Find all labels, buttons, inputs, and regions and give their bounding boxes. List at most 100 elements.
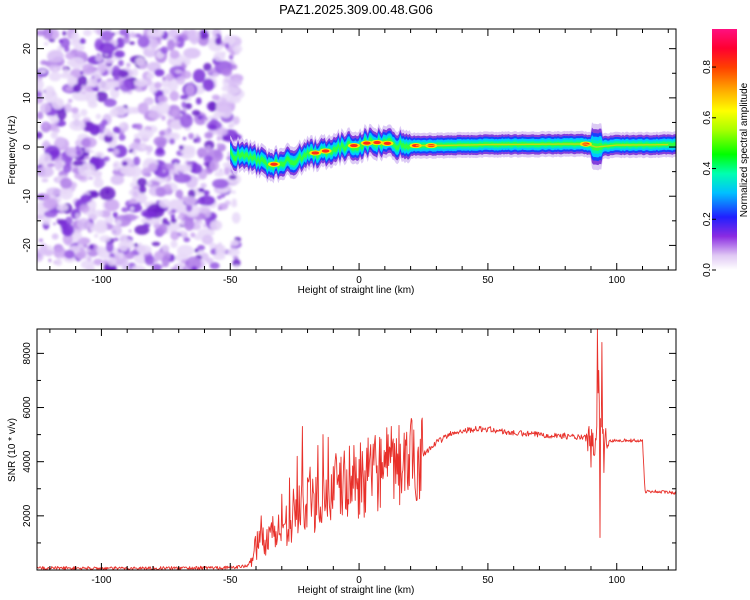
noise-speckle [215,244,227,257]
noise-speckle [170,213,176,220]
signal-core-line [415,143,669,148]
noise-speckle [59,256,62,259]
noise-speckle [173,173,192,183]
noise-speckle [231,201,238,208]
noise-speckle [148,97,152,101]
noise-speckle [93,258,104,266]
noise-speckle [169,90,180,102]
noise-speckle [75,212,80,220]
noise-speckle [146,145,153,153]
noise-speckle [167,78,179,92]
noise-speckle [133,78,148,87]
noise-speckle [147,162,158,172]
noise-speckle [144,255,155,266]
spectrogram-x-ticks: -100 -50 0 50 100 [49,29,669,286]
noise-speckle [38,238,44,242]
noise-speckle [211,94,220,101]
noise-speckle [187,29,197,42]
noise-speckle [147,180,153,186]
spectrogram-y-tick-label: 10 [22,92,33,104]
colorbar-gradient [712,29,737,270]
noise-speckle [42,193,51,201]
snr-plot-area [37,329,676,570]
noise-speckle [115,30,120,36]
noise-speckle [161,115,166,121]
noise-speckle [63,68,70,76]
snr-y-label: SNR (10 * v/v) [7,418,18,482]
noise-speckle [89,78,98,88]
noise-speckle [43,210,58,218]
noise-speckle [228,174,237,180]
noise-speckle [71,107,79,114]
noise-speckle [229,122,235,128]
noise-speckle [64,46,70,53]
noise-speckle [80,194,92,203]
noise-speckle [59,187,73,200]
noise-speckle [64,103,72,113]
noise-speckle [181,70,192,79]
spectrogram-y-tick-label: 0 [22,144,33,150]
noise-speckle [62,30,67,36]
noise-speckle [201,234,214,245]
spectrogram-y-label: Frequency (Hz) [7,116,18,185]
noise-speckle [65,86,73,92]
noise-speckle [43,140,50,148]
noise-speckle [118,123,125,128]
noise-speckle [113,163,117,167]
noise-speckle [154,68,165,77]
noise-speckle [39,153,52,165]
noise-speckle [132,149,137,156]
noise-speckle [38,69,47,74]
snr-x-tick-label: -100 [91,575,111,586]
noise-speckle [150,38,159,49]
noise-speckle [93,222,108,234]
noise-speckle [141,167,151,177]
noise-speckle [170,217,177,224]
noise-speckle [197,195,216,206]
noise-speckle [48,38,56,43]
noise-speckle [176,41,180,45]
noise-speckle [185,84,195,96]
spectrogram-y-tick-label: -20 [22,238,33,253]
noise-speckle [129,32,137,38]
noise-speckle [71,31,80,43]
noise-speckle [110,174,125,186]
noise-speckle [160,46,169,55]
noise-speckle [80,108,88,117]
noise-speckle [216,127,228,136]
noise-speckle [112,65,120,75]
noise-speckle [215,101,231,113]
noise-speckle [129,41,135,45]
noise-speckle [132,67,139,77]
snr-y-tick-label: 6000 [22,396,33,419]
noise-speckle [60,220,68,230]
noise-speckle [232,256,239,259]
noise-speckle [64,249,75,259]
noise-speckle [182,136,187,141]
snr-line [37,329,676,570]
noise-speckle [53,247,67,259]
noise-speckle [170,267,175,270]
noise-speckle [184,102,192,110]
noise-speckle [232,116,240,125]
noise-speckle [119,29,129,36]
noise-speckle [203,190,210,196]
noise-speckle [230,190,236,194]
noise-speckle [185,256,202,270]
noise-speckle [158,199,171,209]
noise-speckle [227,248,240,257]
signal-hotspot-core [311,151,320,155]
noise-speckle [103,58,115,64]
noise-speckle [183,47,201,59]
noise-speckle [80,90,87,95]
noise-speckle [95,54,103,62]
noise-speckle [93,233,99,238]
noise-speckle [62,65,67,69]
noise-speckle [214,171,225,177]
noise-speckle [128,229,132,233]
noise-speckle [140,142,146,150]
noise-speckle [48,71,62,82]
noise-speckle [44,89,58,104]
colorbar-tick-label: 0.6 [702,110,713,124]
